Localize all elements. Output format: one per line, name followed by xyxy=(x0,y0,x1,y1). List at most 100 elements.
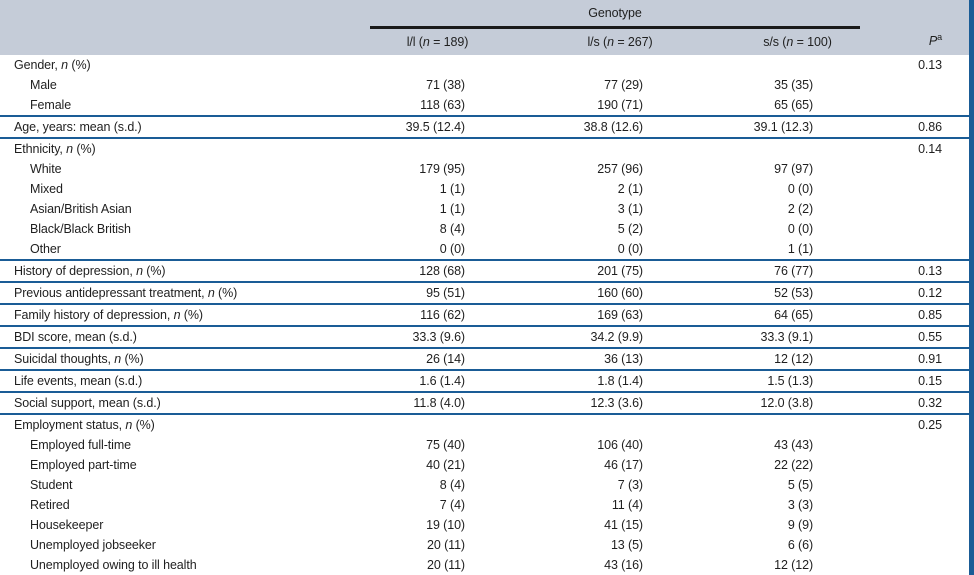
value-cell-ll: 75 (40) xyxy=(426,438,465,452)
value-cell-ls: 5 (2) xyxy=(617,222,643,236)
p-value-cell: 0.15 xyxy=(918,374,943,388)
row-label-cell: Family history of depression, n (%) xyxy=(14,308,203,322)
p-value-cell xyxy=(860,475,969,495)
table-row: Other 0 (0) 0 (0) 1 (1) xyxy=(0,239,969,260)
value-cell-ls: 169 (63) xyxy=(597,308,643,322)
column-header-p: Pa xyxy=(860,27,969,55)
table-section: Life events, mean (s.d.) 1.6 (1.4) 1.8 (… xyxy=(0,370,969,392)
value-cell-ss: 3 (3) xyxy=(787,498,814,512)
p-value-cell xyxy=(860,75,969,95)
value-cell-ss: 65 (65) xyxy=(774,98,814,112)
p-value-cell xyxy=(860,179,969,199)
table-row: Student 8 (4) 7 (3) 5 (5) xyxy=(0,475,969,495)
table-row: Age, years: mean (s.d.) 39.5 (12.4) 38.8… xyxy=(0,116,969,138)
value-cell-ss: 6 (6) xyxy=(787,538,814,552)
row-label-cell: Retired xyxy=(30,498,70,512)
value-cell-ss: 9 (9) xyxy=(787,518,814,532)
p-value-cell xyxy=(860,535,969,555)
value-cell-ls: 38.8 (12.6) xyxy=(583,120,643,134)
p-value-cell xyxy=(860,199,969,219)
value-cell-ss: 64 (65) xyxy=(774,308,814,322)
value-cell-ls: 43 (16) xyxy=(604,558,643,572)
value-cell-ls: 12.3 (3.6) xyxy=(590,396,643,410)
row-label-cell: Mixed xyxy=(30,182,63,196)
p-value-cell xyxy=(860,495,969,515)
value-cell-ll: 8 (4) xyxy=(439,222,465,236)
table-row: Ethnicity, n (%) 0.14 xyxy=(0,138,969,159)
row-label-cell: Asian/British Asian xyxy=(30,202,132,216)
table-row: Unemployed jobseeker 20 (11) 13 (5) 6 (6… xyxy=(0,535,969,555)
value-cell-ls: 36 (13) xyxy=(604,352,643,366)
value-cell-ll: 116 (62) xyxy=(420,308,465,322)
p-value-cell xyxy=(860,515,969,535)
value-cell-ss xyxy=(735,138,860,159)
row-label-cell: Social support, mean (s.d.) xyxy=(14,396,161,410)
p-value-cell: 0.91 xyxy=(918,352,943,366)
genotype-header-row: Genotype xyxy=(0,0,969,29)
p-value-cell: 0.13 xyxy=(918,58,943,72)
value-cell-ls: 0 (0) xyxy=(617,242,643,256)
column-header-ss: s/s (n = 100) xyxy=(735,27,861,55)
table-row: Unemployed owing to ill health 20 (11) 4… xyxy=(0,555,969,575)
row-label-cell: Employed part-time xyxy=(30,458,137,472)
value-cell-ss: 12 (12) xyxy=(774,558,814,572)
table-row: Social support, mean (s.d.) 11.8 (4.0) 1… xyxy=(0,392,969,414)
table-row: Life events, mean (s.d.) 1.6 (1.4) 1.8 (… xyxy=(0,370,969,392)
row-label-cell: Other xyxy=(30,242,61,256)
table-section: Age, years: mean (s.d.) 39.5 (12.4) 38.8… xyxy=(0,116,969,138)
value-cell-ss: 1.5 (1.3) xyxy=(767,374,814,388)
table-section: Gender, n (%) 0.13 Male 71 (38) 77 (29) … xyxy=(0,55,969,116)
table-row: Asian/British Asian 1 (1) 3 (1) 2 (2) xyxy=(0,199,969,219)
value-cell-ss: 12 (12) xyxy=(774,352,814,366)
value-cell-ls: 257 (96) xyxy=(597,162,643,176)
value-cell-ll: 1.6 (1.4) xyxy=(419,374,465,388)
table-row: Employed part-time 40 (21) 46 (17) 22 (2… xyxy=(0,455,969,475)
genotype-group-header: Genotype xyxy=(370,0,861,29)
table-section: BDI score, mean (s.d.) 33.3 (9.6) 34.2 (… xyxy=(0,326,969,348)
table-section: Social support, mean (s.d.) 11.8 (4.0) 1… xyxy=(0,392,969,414)
value-cell-ls: 106 (40) xyxy=(597,438,643,452)
value-cell-ls: 41 (15) xyxy=(604,518,643,532)
table-row: Female 118 (63) 190 (71) 65 (65) xyxy=(0,95,969,116)
table-section: Previous antidepressant treatment, n (%)… xyxy=(0,282,969,304)
value-cell-ls: 77 (29) xyxy=(604,78,643,92)
row-label-cell: Employment status, n (%) xyxy=(14,418,155,432)
p-value-cell xyxy=(860,159,969,179)
value-cell-ls: 11 (4) xyxy=(611,498,643,512)
table-row: Suicidal thoughts, n (%) 26 (14) 36 (13)… xyxy=(0,348,969,370)
value-cell-ll: 71 (38) xyxy=(426,78,465,92)
value-cell-ll: 0 (0) xyxy=(439,242,465,256)
value-cell-ss: 1 (1) xyxy=(787,242,814,256)
row-label-cell: Housekeeper xyxy=(30,518,104,532)
table-section: Ethnicity, n (%) 0.14 White 179 (95) 257… xyxy=(0,138,969,260)
row-label-cell: White xyxy=(30,162,62,176)
row-label-cell: BDI score, mean (s.d.) xyxy=(14,330,137,344)
row-label-cell: Employed full-time xyxy=(30,438,132,452)
value-cell-ls xyxy=(505,414,735,435)
value-cell-ls: 160 (60) xyxy=(597,286,643,300)
table-header: Genotype l/l (n = 189) l/s (n = 267) s/s… xyxy=(0,0,969,55)
value-cell-ss: 0 (0) xyxy=(787,182,814,196)
table-row: Male 71 (38) 77 (29) 35 (35) xyxy=(0,75,969,95)
row-label-cell: Unemployed jobseeker xyxy=(30,538,156,552)
table-row: Mixed 1 (1) 2 (1) 0 (0) xyxy=(0,179,969,199)
table-row: Gender, n (%) 0.13 xyxy=(0,55,969,75)
p-value-cell: 0.25 xyxy=(918,418,943,432)
value-cell-ss xyxy=(735,55,860,75)
value-cell-ll: 40 (21) xyxy=(426,458,465,472)
row-label-cell: Previous antidepressant treatment, n (%) xyxy=(14,286,238,300)
p-value-cell: 0.85 xyxy=(918,308,943,322)
p-value-cell: 0.55 xyxy=(918,330,943,344)
table-section: History of depression, n (%) 128 (68) 20… xyxy=(0,260,969,282)
value-cell-ss: 52 (53) xyxy=(774,286,814,300)
value-cell-ll xyxy=(370,414,505,435)
value-cell-ss xyxy=(735,414,860,435)
value-cell-ll xyxy=(370,55,505,75)
value-cell-ll: 179 (95) xyxy=(419,162,465,176)
value-cell-ll: 1 (1) xyxy=(439,202,465,216)
value-cell-ss: 97 (97) xyxy=(774,162,814,176)
value-cell-ll: 8 (4) xyxy=(439,478,465,492)
value-cell-ll: 95 (51) xyxy=(426,286,465,300)
